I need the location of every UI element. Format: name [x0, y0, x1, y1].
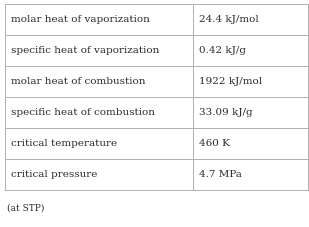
Text: 1922 kJ/mol: 1922 kJ/mol	[199, 77, 262, 86]
Text: critical pressure: critical pressure	[11, 170, 97, 179]
Text: (at STP): (at STP)	[7, 204, 44, 213]
Text: critical temperature: critical temperature	[11, 139, 117, 148]
Text: molar heat of vaporization: molar heat of vaporization	[11, 15, 150, 24]
Text: 4.7 MPa: 4.7 MPa	[199, 170, 242, 179]
Text: specific heat of combustion: specific heat of combustion	[11, 108, 155, 117]
Text: 460 K: 460 K	[199, 139, 230, 148]
Text: 0.42 kJ/g: 0.42 kJ/g	[199, 46, 246, 55]
Text: 33.09 kJ/g: 33.09 kJ/g	[199, 108, 253, 117]
Text: specific heat of vaporization: specific heat of vaporization	[11, 46, 159, 55]
Text: 24.4 kJ/mol: 24.4 kJ/mol	[199, 15, 259, 24]
Text: molar heat of combustion: molar heat of combustion	[11, 77, 146, 86]
